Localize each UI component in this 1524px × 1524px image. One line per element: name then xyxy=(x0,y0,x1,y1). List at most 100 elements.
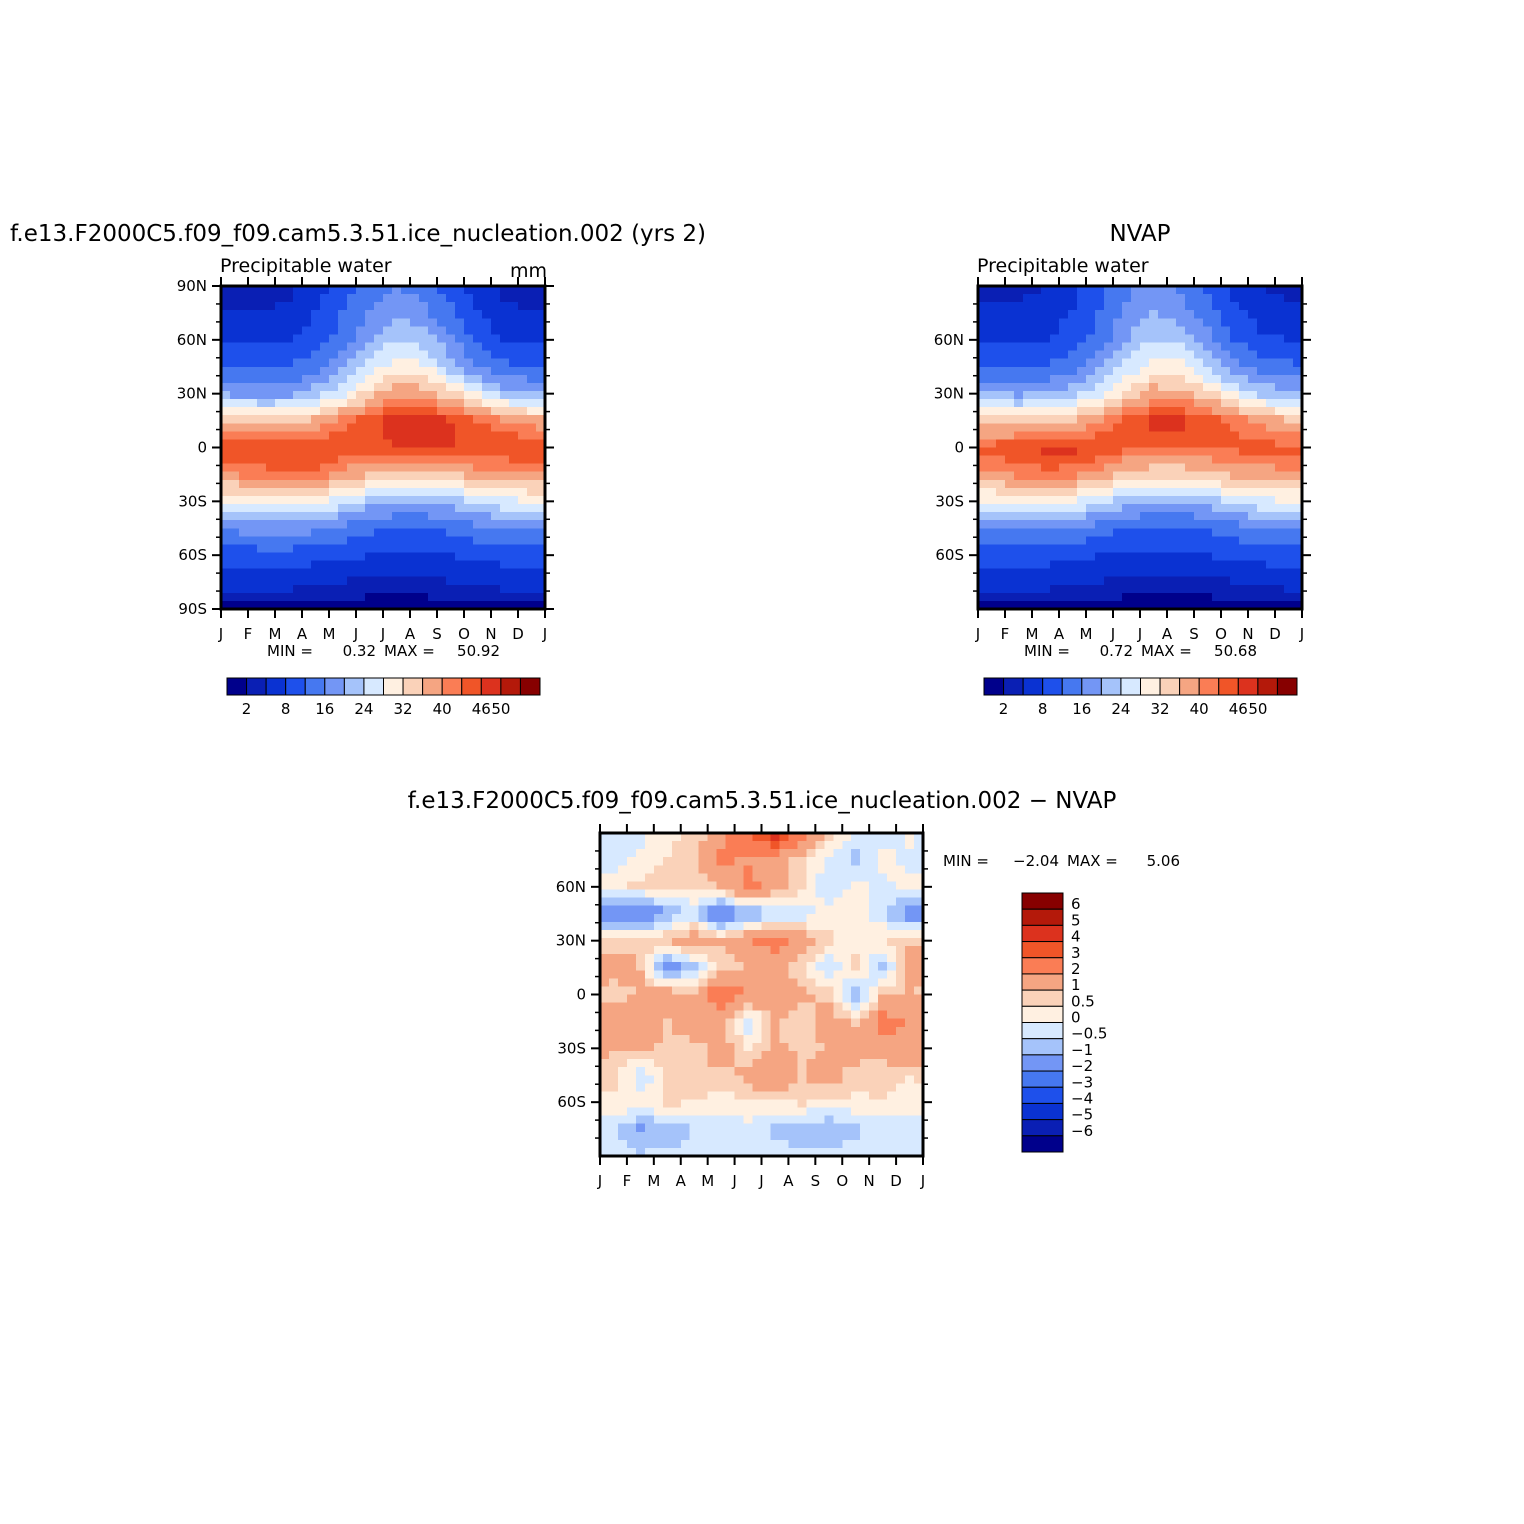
heatmap-cell xyxy=(419,294,429,303)
heatmap-cell xyxy=(905,1051,915,1060)
heatmap-cell xyxy=(1032,592,1042,602)
heatmap-cell xyxy=(1068,600,1078,610)
heatmap-cell xyxy=(716,849,727,858)
heatmap-cell xyxy=(725,1139,736,1149)
heatmap-cell xyxy=(698,833,709,842)
heatmap-cell xyxy=(275,536,285,545)
heatmap-cell xyxy=(608,970,619,979)
heatmap-cell xyxy=(365,415,375,424)
heatmap-cell xyxy=(743,905,754,915)
heatmap-cell xyxy=(797,962,807,971)
heatmap-cell xyxy=(626,1099,637,1109)
heatmap-cell xyxy=(527,366,537,376)
heatmap-cell xyxy=(1122,431,1132,441)
heatmap-cell xyxy=(905,1059,915,1068)
heatmap-cell xyxy=(1248,342,1258,352)
heatmap-cell xyxy=(1257,431,1267,441)
heatmap-cell xyxy=(851,1099,861,1109)
heatmap-cell xyxy=(365,544,375,554)
heatmap-cell xyxy=(1131,399,1141,408)
heatmap-cell xyxy=(842,954,852,963)
heatmap-cell xyxy=(1131,431,1141,441)
heatmap-cell xyxy=(635,1139,646,1149)
heatmap-cell xyxy=(833,905,843,915)
heatmap-cell xyxy=(1194,326,1204,336)
heatmap-cell xyxy=(221,463,231,473)
heatmap-cell xyxy=(1158,423,1168,432)
heatmap-cell xyxy=(860,1018,870,1028)
heatmap-cell xyxy=(446,399,456,408)
heatmap-cell xyxy=(311,520,321,529)
heatmap-cell xyxy=(1293,455,1303,465)
heatmap-cell xyxy=(1023,342,1033,352)
heatmap-cell xyxy=(266,334,276,344)
x-tick-label: S xyxy=(811,1172,821,1190)
heatmap-cell xyxy=(1293,350,1303,360)
heatmap-cell xyxy=(527,544,537,554)
heatmap-cell xyxy=(887,978,897,988)
heatmap-cell xyxy=(419,479,429,489)
heatmap-cell xyxy=(329,544,339,554)
heatmap-cell xyxy=(707,905,718,915)
heatmap-cell xyxy=(1095,431,1105,441)
heatmap-cell xyxy=(896,1091,906,1101)
heatmap-cell xyxy=(500,447,510,457)
heatmap-cell xyxy=(1248,399,1258,408)
heatmap-cell xyxy=(815,1131,825,1141)
heatmap-cell xyxy=(996,576,1006,586)
heatmap-cell xyxy=(356,431,366,441)
heatmap-cell xyxy=(1122,584,1132,594)
heatmap-cell xyxy=(1275,560,1285,570)
heatmap-cell xyxy=(410,568,420,578)
heatmap-cell xyxy=(1122,504,1132,513)
heatmap-cell xyxy=(716,913,727,923)
heatmap-cell xyxy=(1086,366,1096,376)
heatmap-cell xyxy=(725,937,736,947)
heatmap-cell xyxy=(851,1018,861,1028)
heatmap-cell xyxy=(1257,358,1267,368)
heatmap-cell xyxy=(284,487,294,497)
heatmap-cell xyxy=(1275,520,1285,529)
panel-diff: f.e13.F2000C5.f09_f09.cam5.3.51.ice_nucl… xyxy=(408,788,1180,1190)
heatmap-cell xyxy=(1104,374,1114,384)
heatmap-cell xyxy=(239,302,249,311)
heatmap-cell xyxy=(680,1042,691,1052)
heatmap-cell xyxy=(1212,504,1222,513)
heatmap-cell xyxy=(527,584,537,594)
heatmap-cell xyxy=(860,1051,870,1060)
heatmap-cell xyxy=(1239,302,1249,311)
heatmap-cell xyxy=(509,512,519,521)
colorbar-box xyxy=(1021,1054,1064,1072)
y-tick-label: 30N xyxy=(934,385,964,403)
heatmap-cell xyxy=(1095,512,1105,521)
heatmap-cell xyxy=(653,937,664,947)
heatmap-cell xyxy=(221,431,231,441)
heatmap-cell xyxy=(1275,286,1285,295)
heatmap-cell xyxy=(1203,310,1213,319)
heatmap-cell xyxy=(1185,544,1195,554)
heatmap-cell xyxy=(383,471,393,481)
heatmap-cell xyxy=(1059,407,1069,416)
heatmap-cell xyxy=(887,897,897,907)
heatmap-cell xyxy=(491,366,501,376)
heatmap-cell xyxy=(987,415,997,424)
heatmap-cell xyxy=(797,1059,807,1068)
heatmap-cell xyxy=(680,954,691,963)
heatmap-cell xyxy=(356,334,366,344)
heatmap-cell xyxy=(365,528,375,537)
heatmap-cell xyxy=(698,881,709,891)
heatmap-cell xyxy=(644,994,655,1004)
heatmap-cell xyxy=(869,849,879,858)
heatmap-cell xyxy=(1176,592,1186,602)
heatmap-cell xyxy=(401,560,411,570)
x-tick-label: N xyxy=(864,1172,875,1190)
heatmap-cell xyxy=(770,954,781,963)
heatmap-cell xyxy=(1059,584,1069,594)
heatmap-cell xyxy=(869,954,879,963)
heatmap-cell xyxy=(329,318,339,327)
panel-model-max-value: 50.92 xyxy=(457,642,500,660)
heatmap-cell xyxy=(761,1147,772,1157)
heatmap-cell xyxy=(527,487,537,497)
heatmap-cell xyxy=(725,1002,736,1012)
heatmap-cell xyxy=(626,889,637,899)
